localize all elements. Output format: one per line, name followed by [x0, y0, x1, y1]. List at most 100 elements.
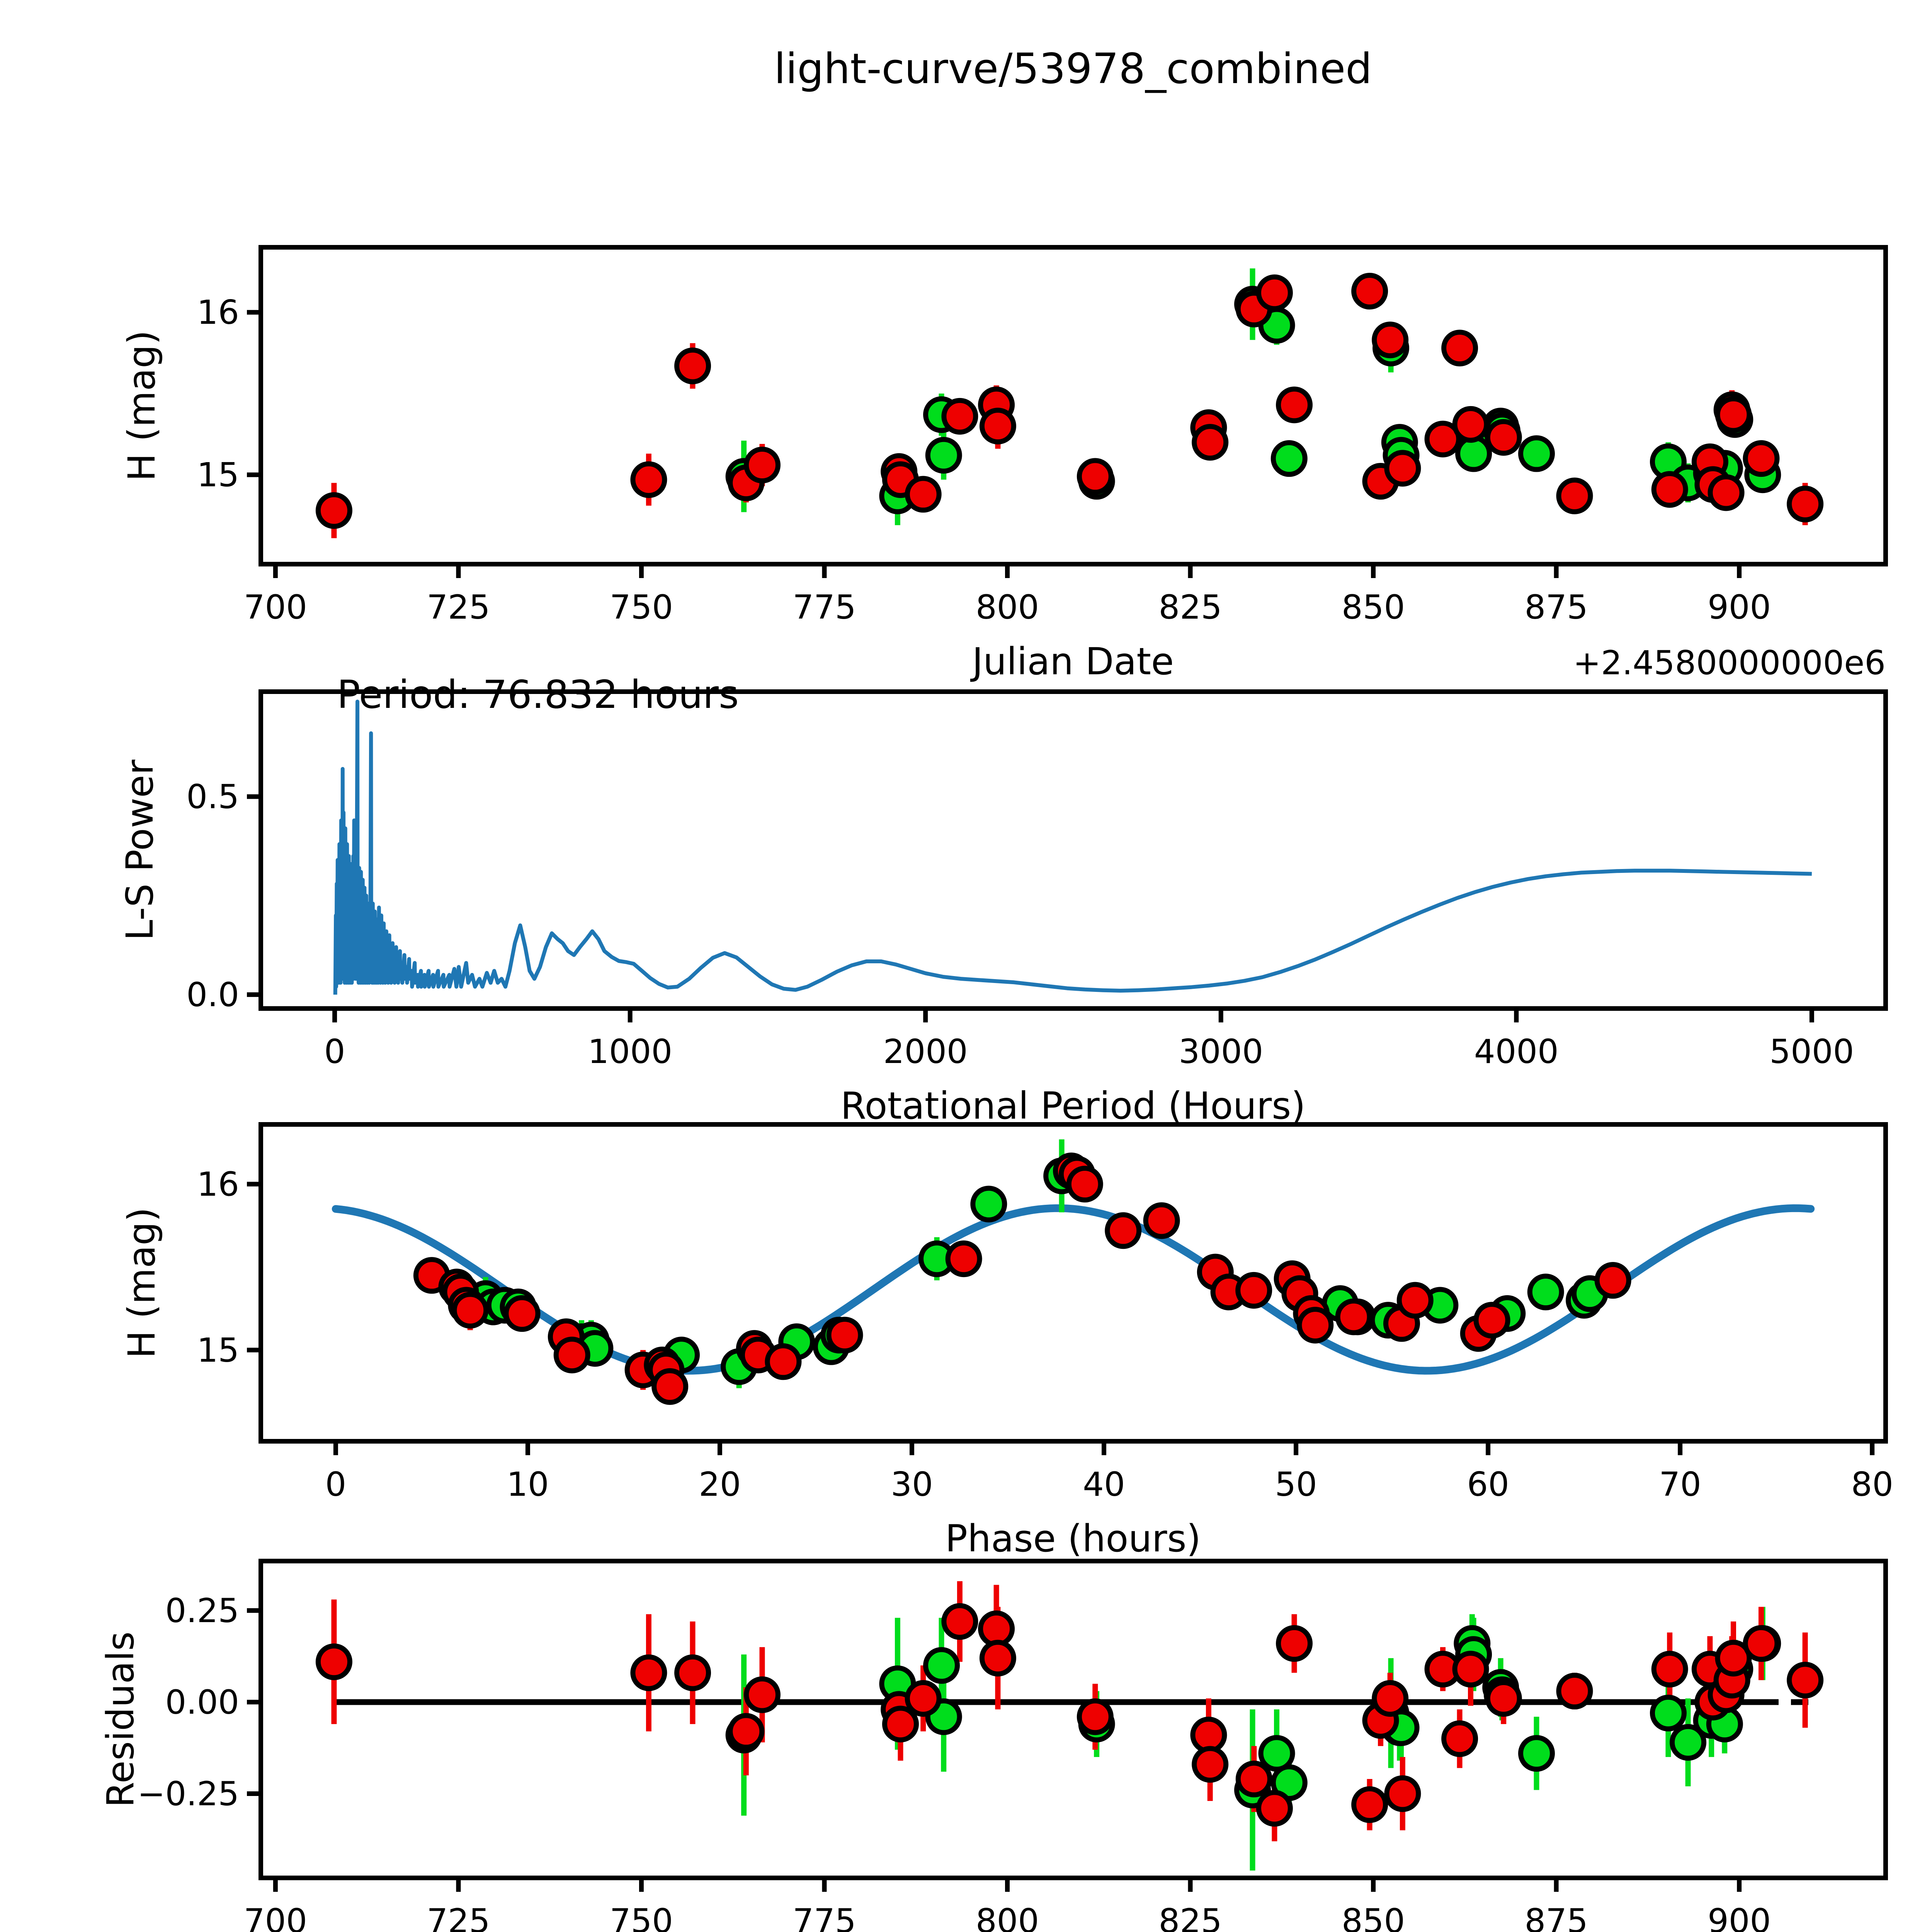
x-tick-label: 900 [1708, 588, 1771, 627]
data-point [765, 1343, 802, 1380]
data-point [1715, 396, 1752, 433]
x-tick-label: 3000 [1179, 1032, 1263, 1071]
data-point [1335, 1298, 1372, 1335]
data-point [945, 1240, 982, 1277]
data-point [1452, 406, 1489, 443]
data-point [925, 437, 962, 474]
data-point [674, 347, 711, 384]
x-tick-label: 800 [976, 588, 1039, 627]
periodogram-frame [259, 689, 1888, 1011]
x-tick-label: 800 [976, 1902, 1039, 1932]
lightcurve-axis-offset: +2.4580000000e6 [1573, 644, 1886, 682]
x-tick-label: 20 [699, 1465, 741, 1504]
data-point [905, 1680, 942, 1717]
x-tick-label: 10 [507, 1465, 549, 1504]
x-tick-label: 875 [1525, 588, 1588, 627]
data-point [1708, 474, 1745, 511]
x-tick-label: 80 [1851, 1465, 1893, 1504]
data-point [1485, 1680, 1522, 1717]
data-point [1384, 1775, 1421, 1812]
y-tick-label: 0.25 [165, 1592, 239, 1630]
data-point [1715, 1639, 1752, 1677]
data-point [1743, 1625, 1780, 1662]
data-point [503, 1295, 541, 1332]
lightcurve-axes: 700 725 750 775 800 825 850 875 900 15 16 [197, 293, 1771, 627]
x-tick-label: 4000 [1474, 1032, 1559, 1071]
panel-lightcurve: 700 725 750 775 800 825 850 875 900 15 16 Julian D… [120, 245, 1888, 683]
data-point [1256, 274, 1293, 311]
data-point [1351, 273, 1388, 310]
data-point [651, 1368, 689, 1405]
y-tick-label: −0.25 [137, 1775, 239, 1813]
data-point [1384, 450, 1421, 487]
data-point [970, 1185, 1007, 1223]
data-point [1270, 440, 1308, 477]
data-point [1651, 1651, 1688, 1688]
data-point [1192, 1746, 1229, 1783]
data-point [743, 1676, 781, 1713]
data-point [1518, 435, 1555, 472]
data-point [1787, 485, 1824, 522]
x-tick-label: 725 [427, 588, 490, 627]
x-tick-label: 30 [891, 1465, 933, 1504]
data-point [1650, 1694, 1687, 1731]
y-tick-label: 0.00 [165, 1683, 239, 1722]
data-point [941, 398, 978, 435]
periodogram-marks [333, 699, 1812, 995]
data-point [1276, 386, 1313, 423]
phased-axes: 0 10 20 30 40 50 60 70 80 15 16 [197, 1165, 1893, 1504]
data-point [1485, 419, 1522, 456]
x-tick-label: 850 [1342, 588, 1405, 627]
data-point [1105, 1212, 1142, 1249]
panel-periodogram: 0 1000 2000 3000 4000 5000 0.0 0.5 Period: 76.8… [118, 672, 1888, 1128]
data-point [1743, 440, 1780, 477]
data-point [674, 1654, 711, 1691]
x-tick-label: 875 [1525, 1902, 1588, 1932]
data-point [1077, 458, 1114, 495]
periodogram-best-period-annotation: Period: 76.832 hours [337, 672, 739, 717]
x-tick-label: 0 [325, 1465, 346, 1504]
residuals-marks [315, 1581, 1824, 1871]
y-tick-label: 0.0 [186, 976, 239, 1014]
data-point [826, 1316, 863, 1354]
data-point [315, 1643, 352, 1680]
data-point [1455, 435, 1492, 472]
y-tick-label: 0.5 [186, 778, 239, 816]
x-tick-label: 40 [1083, 1465, 1125, 1504]
data-point [1351, 1786, 1388, 1823]
x-tick-label: 775 [793, 588, 856, 627]
data-point [1670, 1724, 1707, 1761]
x-tick-label: 1000 [588, 1032, 672, 1071]
data-point [1235, 1760, 1272, 1798]
data-point [1452, 1651, 1489, 1688]
data-point [1372, 1680, 1409, 1717]
y-tick-label: 16 [197, 293, 239, 332]
lightcurve-xlabel: Julian Date [970, 640, 1174, 683]
residuals-frame [259, 1559, 1888, 1880]
x-tick-label: 825 [1158, 1902, 1222, 1932]
x-tick-label: 750 [610, 1902, 673, 1932]
data-point [882, 1706, 919, 1743]
x-tick-label: 50 [1275, 1465, 1317, 1504]
x-tick-label: 725 [427, 1902, 490, 1932]
data-point [1396, 1282, 1434, 1319]
x-tick-label: 0 [324, 1032, 345, 1071]
residuals-ylabel: Residuals [99, 1631, 142, 1807]
data-point [1787, 1662, 1824, 1699]
lightcurve-ylabel: H (mag) [120, 330, 163, 481]
data-point [979, 408, 1016, 445]
x-tick-label: 700 [244, 588, 307, 627]
phased-xlabel: Phase (hours) [945, 1517, 1201, 1560]
panel-phased: 0 10 20 30 40 50 60 70 80 15 16 Phase (hours) H (m… [120, 1122, 1893, 1560]
x-tick-label: 700 [244, 1902, 307, 1932]
x-tick-label: 850 [1342, 1902, 1405, 1932]
data-point [941, 1603, 978, 1640]
periodogram-curve [333, 699, 1812, 995]
data-point [1372, 321, 1409, 359]
y-tick-label: 15 [197, 456, 239, 495]
panel-residuals: 700 725 750 775 800 825 850 875 900 −0.25 0.00 0.25… [99, 1559, 1888, 1932]
data-point [1518, 1735, 1555, 1772]
lightcurve-frame [259, 245, 1888, 566]
figure-title: light-curve/53978_combined [774, 45, 1372, 93]
data-point [1424, 420, 1461, 457]
